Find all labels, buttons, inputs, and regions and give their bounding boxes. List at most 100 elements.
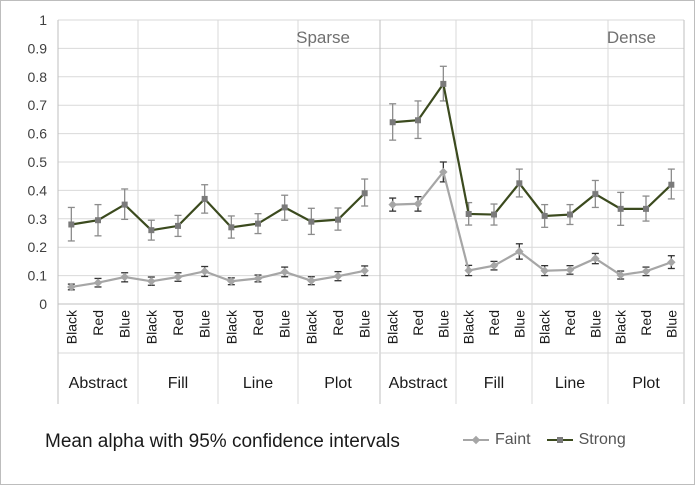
x-category-label: Blue bbox=[117, 310, 133, 338]
series-line-strong bbox=[71, 192, 366, 232]
data-point-strong bbox=[68, 221, 75, 228]
data-point-strong bbox=[255, 220, 261, 227]
data-point-faint bbox=[147, 277, 156, 286]
y-tick-label: 0.8 bbox=[28, 69, 48, 85]
x-category-label: Blue bbox=[357, 310, 373, 338]
y-tick-label: 0.5 bbox=[28, 154, 48, 170]
data-point-strong bbox=[281, 204, 288, 211]
y-tick-label: 0.1 bbox=[28, 268, 48, 284]
legend-label-strong: Strong bbox=[578, 431, 626, 448]
legend-swatch-strong bbox=[546, 432, 573, 448]
x-category-label: Red bbox=[562, 310, 578, 336]
data-point-strong bbox=[465, 210, 472, 217]
y-tick-label: 0.3 bbox=[28, 211, 48, 227]
data-point-strong bbox=[148, 227, 155, 234]
legend-item-strong: Strong bbox=[546, 431, 626, 449]
x-category-label: Black bbox=[223, 309, 239, 344]
x-category-label: Blue bbox=[663, 310, 679, 338]
x-category-label: Red bbox=[90, 310, 106, 336]
legend: Faint Strong bbox=[463, 431, 626, 449]
x-category-label: Red bbox=[170, 310, 186, 336]
data-point-strong bbox=[567, 211, 573, 218]
x-group-label: Line bbox=[243, 375, 273, 392]
series-line-faint bbox=[392, 169, 672, 277]
data-point-strong bbox=[335, 216, 341, 223]
data-point-faint bbox=[253, 274, 263, 283]
data-point-faint bbox=[489, 261, 499, 270]
x-category-label: Black bbox=[303, 309, 319, 344]
x-category-label: Blue bbox=[197, 310, 213, 338]
legend-swatch-faint bbox=[463, 432, 489, 448]
data-point-strong bbox=[668, 181, 675, 188]
x-group-label: Abstract bbox=[69, 375, 128, 392]
data-point-strong bbox=[361, 190, 368, 197]
x-category-label: Black bbox=[385, 309, 401, 344]
x-category-label: Blue bbox=[511, 310, 527, 338]
x-group-label: Plot bbox=[632, 375, 660, 392]
x-group-label: Plot bbox=[324, 375, 352, 392]
y-tick-label: 0.6 bbox=[28, 126, 48, 142]
x-category-label: Black bbox=[613, 309, 629, 344]
x-category-label: Blue bbox=[435, 310, 451, 338]
x-category-label: Red bbox=[250, 310, 266, 336]
x-category-label: Black bbox=[461, 309, 477, 344]
x-group-label: Line bbox=[555, 375, 585, 392]
data-point-faint bbox=[388, 200, 397, 209]
data-point-strong bbox=[643, 205, 649, 212]
data-point-faint bbox=[565, 265, 575, 275]
data-point-strong bbox=[491, 211, 497, 218]
chart-caption: Mean alpha with 95% confidence intervals bbox=[45, 431, 400, 452]
data-point-strong bbox=[389, 119, 396, 126]
data-point-faint bbox=[591, 254, 600, 263]
data-point-strong bbox=[228, 224, 235, 231]
y-tick-label: 1 bbox=[39, 12, 47, 28]
y-tick-label: 0.4 bbox=[28, 182, 48, 198]
x-group-label: Fill bbox=[484, 375, 504, 392]
x-category-label: Red bbox=[638, 310, 654, 336]
x-category-label: Black bbox=[63, 309, 79, 344]
data-point-strong bbox=[201, 195, 208, 202]
data-point-strong bbox=[592, 191, 599, 198]
x-category-label: Blue bbox=[277, 310, 293, 338]
data-point-strong bbox=[617, 205, 624, 212]
series-line-faint bbox=[71, 269, 365, 289]
data-point-strong bbox=[308, 218, 315, 225]
x-category-label: Red bbox=[330, 310, 346, 336]
x-category-label: Red bbox=[410, 310, 426, 336]
data-point-faint bbox=[360, 266, 369, 276]
data-point-strong bbox=[95, 217, 101, 224]
data-point-faint bbox=[641, 267, 651, 276]
x-category-label: Red bbox=[486, 310, 502, 336]
panel-label: Dense bbox=[607, 28, 656, 47]
data-point-faint bbox=[173, 272, 183, 282]
legend-label-faint: Faint bbox=[495, 431, 531, 448]
x-group-label: Abstract bbox=[389, 375, 448, 392]
series-line-strong bbox=[392, 81, 673, 218]
data-point-faint bbox=[464, 266, 473, 275]
data-point-faint bbox=[227, 277, 236, 286]
data-point-faint bbox=[93, 278, 103, 287]
legend-item-faint: Faint bbox=[463, 431, 531, 449]
panel-label: Sparse bbox=[296, 28, 350, 47]
x-category-label: Blue bbox=[587, 310, 603, 338]
data-point-strong bbox=[541, 212, 548, 219]
y-tick-label: 0.9 bbox=[28, 40, 48, 56]
y-tick-label: 0 bbox=[39, 296, 47, 312]
data-point-faint bbox=[667, 258, 676, 267]
y-tick-label: 0.7 bbox=[28, 97, 48, 113]
data-point-strong bbox=[440, 80, 447, 87]
x-group-label: Fill bbox=[168, 375, 188, 392]
x-category-label: Black bbox=[143, 309, 159, 344]
data-point-faint bbox=[413, 199, 423, 208]
data-point-faint bbox=[307, 276, 316, 285]
data-point-faint bbox=[616, 270, 625, 280]
y-tick-label: 0.2 bbox=[28, 239, 48, 255]
data-point-faint bbox=[200, 267, 209, 276]
data-point-strong bbox=[415, 117, 421, 124]
data-point-strong bbox=[175, 222, 181, 229]
data-point-faint bbox=[280, 267, 289, 277]
data-point-faint bbox=[439, 167, 448, 177]
data-point-faint bbox=[333, 271, 343, 281]
